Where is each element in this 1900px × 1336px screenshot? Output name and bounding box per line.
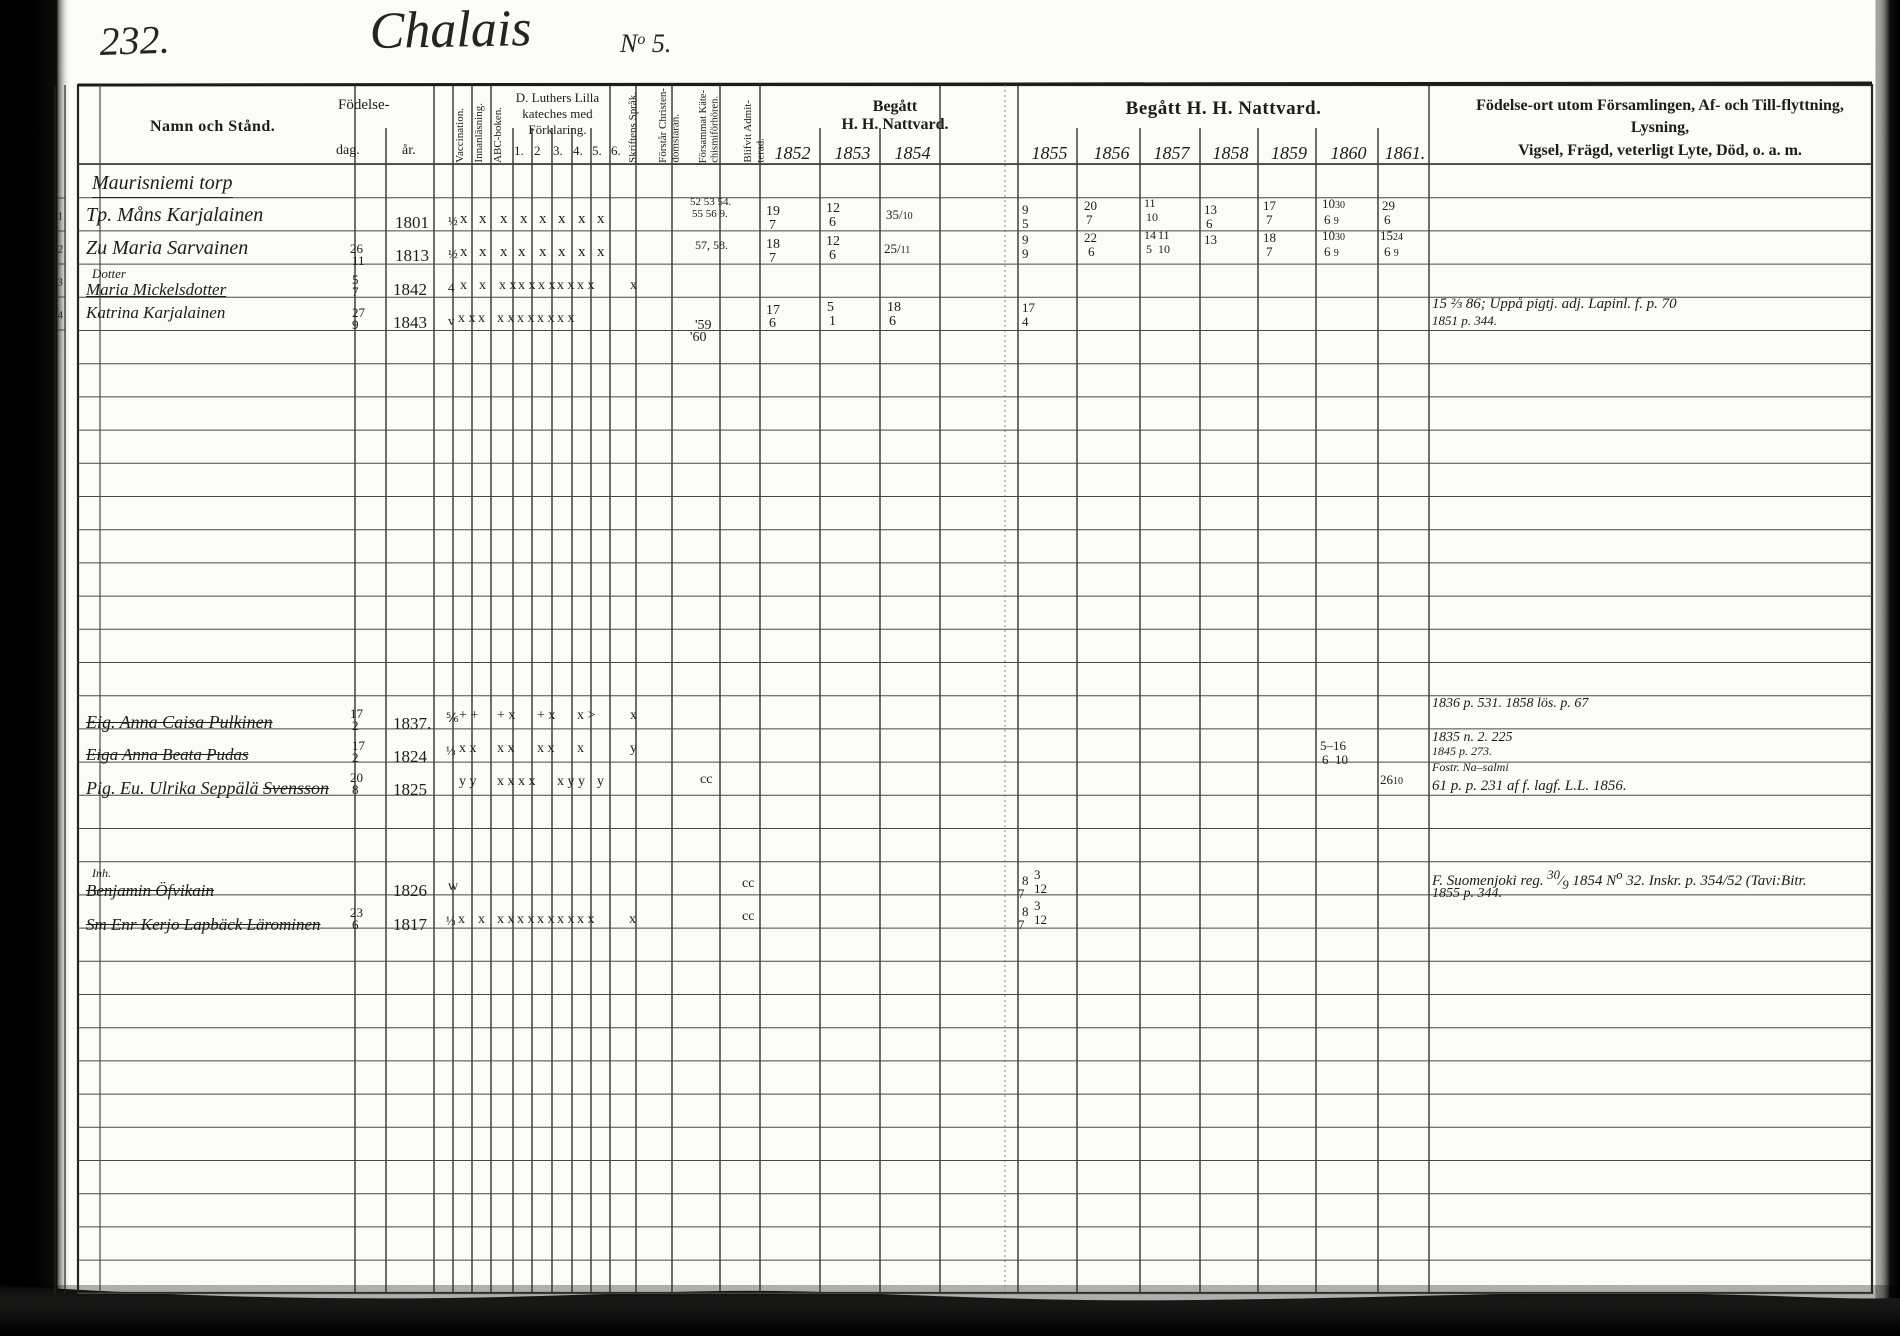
svg-text:Chalais: Chalais (369, 0, 532, 60)
svg-text:No 5.: No 5. (619, 29, 671, 58)
svg-text:232.: 232. (99, 17, 171, 64)
